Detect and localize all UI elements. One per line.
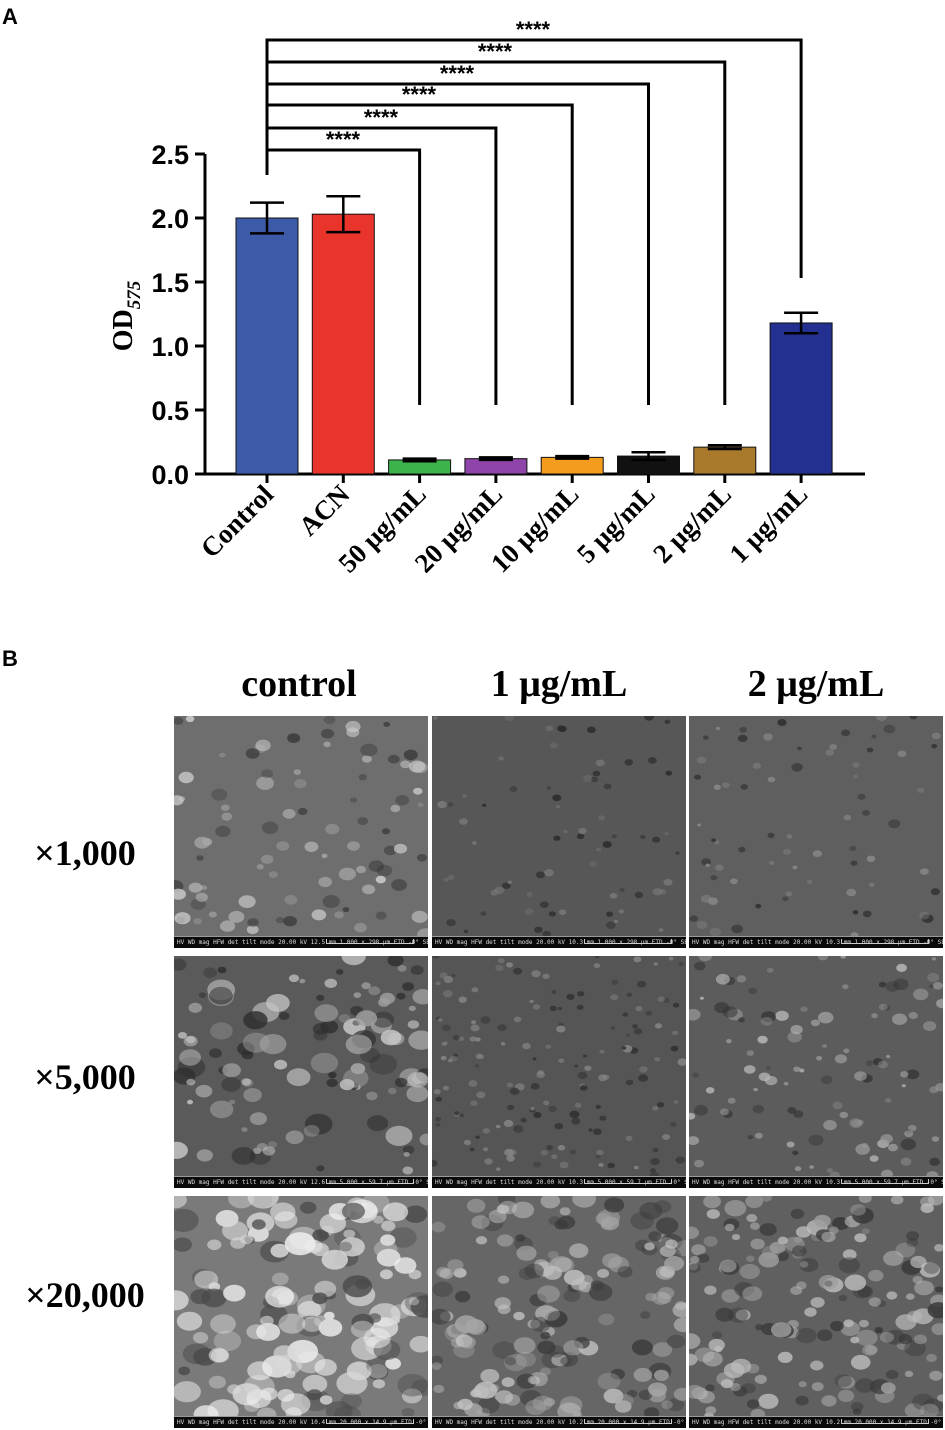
significance-bracket xyxy=(265,38,803,278)
sem-micrograph: HV WD mag HFW det tilt mode 20.00 kV 10.… xyxy=(174,1196,428,1428)
panel-label-b: B xyxy=(2,646,18,671)
sem-row-title-5000x: ×5,000 xyxy=(34,1057,136,1097)
sem-texture xyxy=(689,716,943,936)
sem-scale-bar xyxy=(584,939,672,944)
y-tick-label: 0.0 xyxy=(151,460,189,490)
bar xyxy=(693,446,757,475)
sem-texture xyxy=(689,1196,943,1416)
sem-texture xyxy=(432,1196,686,1416)
x-tick-label: 5 μg/mL xyxy=(571,479,661,569)
sem-micrograph: HV WD mag HFW det tilt mode 20.00 kV 10.… xyxy=(689,1196,943,1428)
panel-label-a: A xyxy=(2,4,18,29)
y-tick-label: 1.5 xyxy=(151,268,189,298)
x-tick-label: Control xyxy=(195,479,280,564)
sem-scale-bar xyxy=(841,1179,929,1184)
y-tick-label: 2.5 xyxy=(151,140,189,170)
bar xyxy=(311,213,375,475)
significance-label: **** xyxy=(326,127,361,152)
sem-info-bar: HV WD mag HFW det tilt mode 20.00 kV 10.… xyxy=(689,936,943,948)
x-tick-label: ACN xyxy=(293,479,356,542)
y-tick-label: 2.0 xyxy=(151,204,189,234)
sem-column-title-1ugml: 1 μg/mL xyxy=(490,663,628,705)
sem-micrograph: HV WD mag HFW det tilt mode 20.00 kV 10.… xyxy=(689,716,943,948)
sem-micrograph: HV WD mag HFW det tilt mode 20.00 kV 12.… xyxy=(174,956,428,1188)
sem-texture xyxy=(174,956,428,1176)
sem-scale-bar xyxy=(326,1419,414,1424)
y-tick-label: 0.5 xyxy=(151,396,189,426)
sem-info-bar: HV WD mag HFW det tilt mode 20.00 kV 10.… xyxy=(174,1416,428,1428)
sem-info-bar: HV WD mag HFW det tilt mode 20.00 kV 12.… xyxy=(174,1176,428,1188)
sem-scale-bar xyxy=(584,1419,672,1424)
sem-micrograph: HV WD mag HFW det tilt mode 20.00 kV 10.… xyxy=(432,716,686,948)
sem-texture xyxy=(174,716,428,936)
sem-scale-bar xyxy=(841,1419,929,1424)
sem-scale-bar xyxy=(326,1179,414,1184)
significance-label: **** xyxy=(478,39,513,64)
sem-info-bar: HV WD mag HFW det tilt mode 20.00 kV 10.… xyxy=(689,1416,943,1428)
bar xyxy=(769,322,833,475)
sem-micrograph: HV WD mag HFW det tilt mode 20.00 kV 10.… xyxy=(689,956,943,1188)
sem-info-bar: HV WD mag HFW det tilt mode 20.00 kV 10.… xyxy=(432,1416,686,1428)
x-tick-label: 2 μg/mL xyxy=(647,479,737,569)
sem-texture xyxy=(174,1196,428,1416)
y-tick-label: 1.0 xyxy=(151,332,189,362)
sem-row-title-20000x: ×20,000 xyxy=(25,1275,145,1315)
significance-label: **** xyxy=(440,61,475,86)
significance-bracket xyxy=(265,126,498,405)
sem-info-bar: HV WD mag HFW det tilt mode 20.00 kV 12.… xyxy=(174,936,428,948)
bar xyxy=(235,217,299,475)
sem-scale-bar xyxy=(584,1179,672,1184)
sem-micrograph: HV WD mag HFW det tilt mode 20.00 kV 10.… xyxy=(432,956,686,1188)
y-axis-label: OD575 xyxy=(108,280,145,351)
x-tick-label: 1 μg/mL xyxy=(723,479,813,569)
sem-column-title-2ugml: 2 μg/mL xyxy=(747,663,885,705)
sem-row-title-1000x: ×1,000 xyxy=(34,833,136,873)
significance-label: **** xyxy=(364,105,399,130)
sem-micrograph: HV WD mag HFW det tilt mode 20.00 kV 12.… xyxy=(174,716,428,948)
significance-label: **** xyxy=(402,82,437,107)
sem-column-title-control: control xyxy=(241,663,357,705)
sem-scale-bar xyxy=(841,939,929,944)
sem-micrograph: HV WD mag HFW det tilt mode 20.00 kV 10.… xyxy=(432,1196,686,1428)
significance-label: **** xyxy=(516,17,551,42)
sem-info-bar: HV WD mag HFW det tilt mode 20.00 kV 10.… xyxy=(689,1176,943,1188)
sem-texture xyxy=(432,956,686,1176)
sem-texture xyxy=(689,956,943,1176)
sem-info-bar: HV WD mag HFW det tilt mode 20.00 kV 10.… xyxy=(432,1176,686,1188)
sem-info-bar: HV WD mag HFW det tilt mode 20.00 kV 10.… xyxy=(432,936,686,948)
sem-texture xyxy=(432,716,686,936)
sem-scale-bar xyxy=(326,939,414,944)
